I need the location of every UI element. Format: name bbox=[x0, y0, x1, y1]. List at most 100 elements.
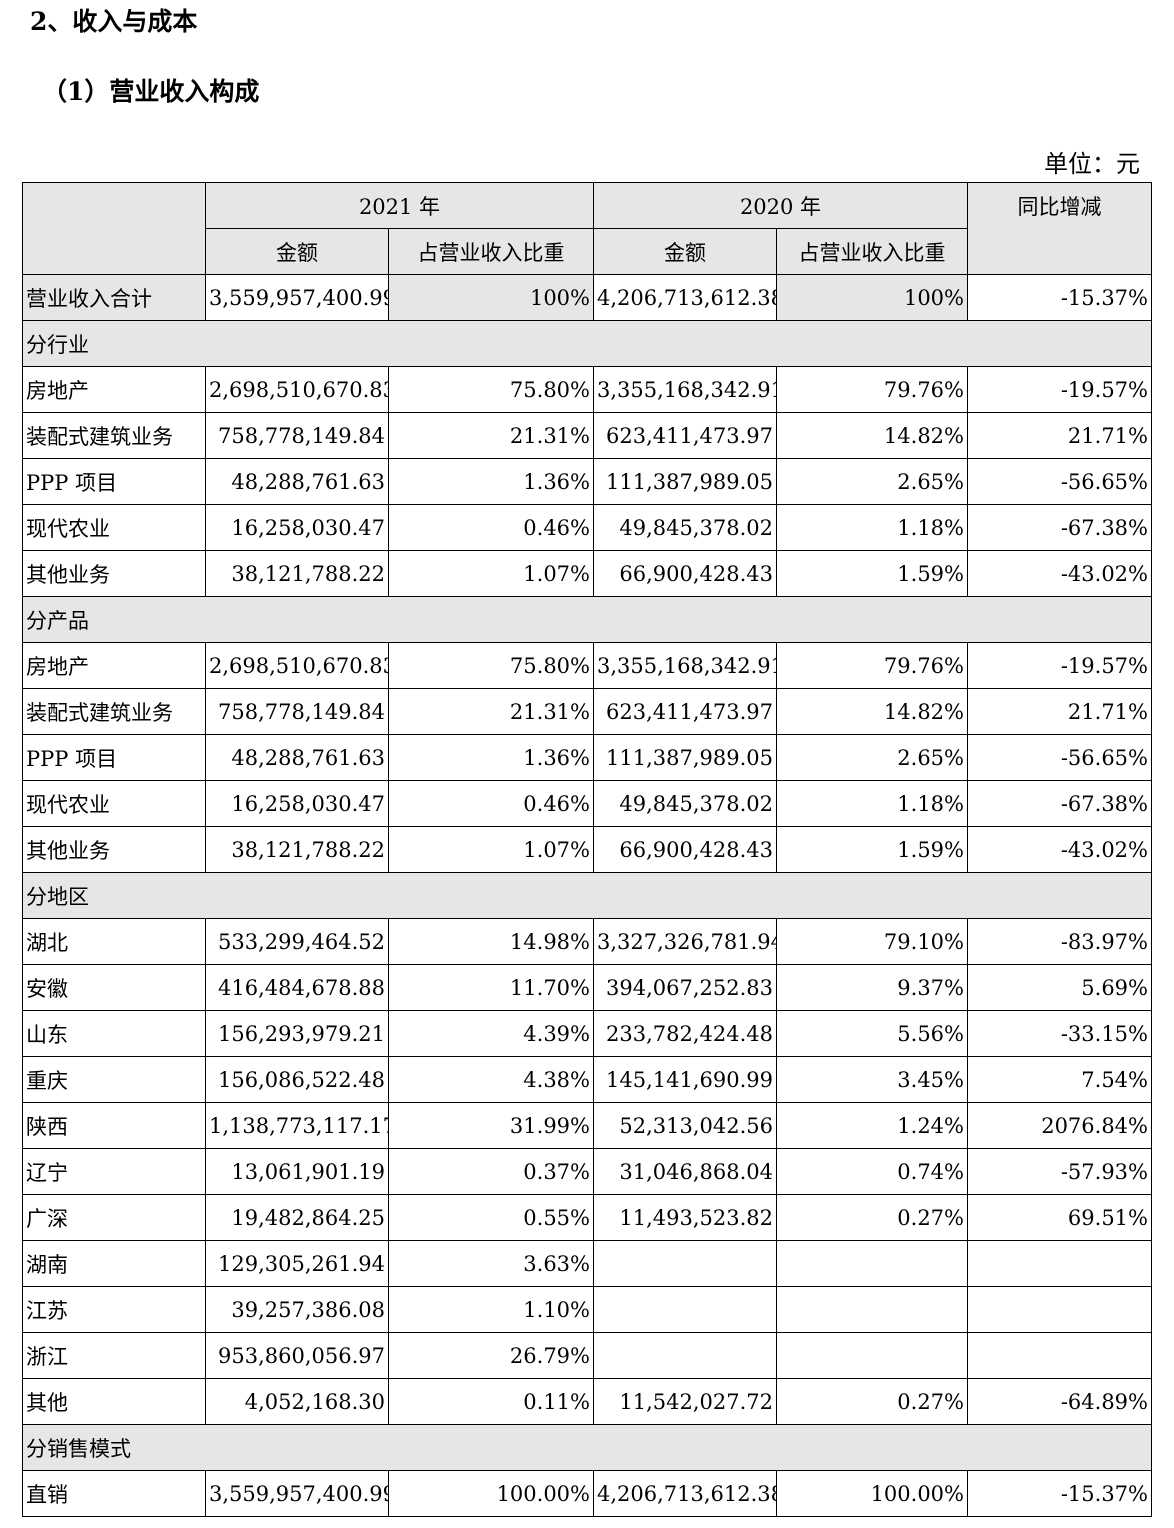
amount-2021-cell: 3,559,957,400.99 bbox=[205, 1470, 389, 1517]
total-yoy: -15.37% bbox=[967, 274, 1152, 321]
yoy-cell: -15.37% bbox=[967, 1470, 1152, 1517]
yoy-cell: 2076.84% bbox=[967, 1102, 1152, 1149]
table-row: 房地产 2,698,510,670.83 75.80% 3,355,168,342.9… bbox=[22, 366, 1152, 413]
header-share-2021: 占营业收入比重 bbox=[388, 228, 594, 275]
table-row: 湖南 129,305,261.94 3.63% bbox=[22, 1240, 1152, 1287]
amount-2020-cell: 4,206,713,612.38 bbox=[593, 1470, 777, 1517]
share-2020-cell: 0.27% bbox=[776, 1194, 968, 1241]
header-year-2020: 2020 年 bbox=[593, 182, 968, 229]
row-label: 装配式建筑业务 bbox=[22, 688, 206, 735]
table-row: PPP 项目 48,288,761.63 1.36% 111,387,989.05 2.… bbox=[22, 458, 1152, 505]
row-label: 重庆 bbox=[22, 1056, 206, 1103]
share-2021-cell: 21.31% bbox=[388, 688, 594, 735]
amount-2020-cell: 233,782,424.48 bbox=[593, 1010, 777, 1057]
amount-2020-cell bbox=[593, 1332, 777, 1379]
share-2020-cell: 1.59% bbox=[776, 826, 968, 873]
amount-2020-cell bbox=[593, 1286, 777, 1333]
share-2021-cell: 11.70% bbox=[388, 964, 594, 1011]
row-label: 装配式建筑业务 bbox=[22, 412, 206, 459]
share-2021-cell: 0.11% bbox=[388, 1378, 594, 1425]
share-2021-cell: 100.00% bbox=[388, 1470, 594, 1517]
yoy-cell: 21.71% bbox=[967, 688, 1152, 735]
share-2020-cell: 79.76% bbox=[776, 642, 968, 689]
section-heading: 2、收入与成本 bbox=[30, 7, 198, 36]
yoy-cell: -43.02% bbox=[967, 826, 1152, 873]
row-label: 其他 bbox=[22, 1378, 206, 1425]
amount-2020-cell: 623,411,473.97 bbox=[593, 412, 777, 459]
share-2020-cell: 9.37% bbox=[776, 964, 968, 1011]
amount-2020-cell: 3,355,168,342.91 bbox=[593, 366, 777, 413]
total-share-2020: 100% bbox=[776, 274, 968, 321]
row-label: PPP 项目 bbox=[22, 734, 206, 781]
section-row: 分地区 bbox=[22, 872, 1152, 919]
share-2020-cell: 2.65% bbox=[776, 734, 968, 781]
share-2021-cell: 31.99% bbox=[388, 1102, 594, 1149]
share-2021-cell: 0.46% bbox=[388, 780, 594, 827]
header-amount-2020: 金额 bbox=[593, 228, 777, 275]
share-2020-cell bbox=[776, 1332, 968, 1379]
amount-2020-cell: 111,387,989.05 bbox=[593, 734, 777, 781]
amount-2021-cell: 416,484,678.88 bbox=[205, 964, 389, 1011]
share-2021-cell: 1.07% bbox=[388, 550, 594, 597]
table-row: 山东 156,293,979.21 4.39% 233,782,424.48 5.56%… bbox=[22, 1010, 1152, 1057]
row-label: 湖南 bbox=[22, 1240, 206, 1287]
amount-2021-cell: 156,086,522.48 bbox=[205, 1056, 389, 1103]
header-year-2021: 2021 年 bbox=[205, 182, 594, 229]
yoy-cell: -56.65% bbox=[967, 458, 1152, 505]
amount-2020-cell: 49,845,378.02 bbox=[593, 504, 777, 551]
row-label: 其他业务 bbox=[22, 826, 206, 873]
share-2021-cell: 1.36% bbox=[388, 734, 594, 781]
share-2021-cell: 4.38% bbox=[388, 1056, 594, 1103]
share-2020-cell: 0.74% bbox=[776, 1148, 968, 1195]
share-2020-cell: 3.45% bbox=[776, 1056, 968, 1103]
amount-2020-cell: 11,493,523.82 bbox=[593, 1194, 777, 1241]
table-row: 其他 4,052,168.30 0.11% 11,542,027.72 0.27% -64… bbox=[22, 1378, 1152, 1425]
header-row-columns: 金额 占营业收入比重 金额 占营业收入比重 bbox=[23, 228, 1152, 275]
amount-2020-cell: 66,900,428.43 bbox=[593, 826, 777, 873]
share-2021-cell: 1.10% bbox=[388, 1286, 594, 1333]
row-label: 其他业务 bbox=[22, 550, 206, 597]
section-title: 分销售模式 bbox=[22, 1424, 1152, 1471]
amount-2021-cell: 953,860,056.97 bbox=[205, 1332, 389, 1379]
row-label: 现代农业 bbox=[22, 780, 206, 827]
table-row: 江苏 39,257,386.08 1.10% bbox=[22, 1286, 1152, 1333]
table-row: 湖北 533,299,464.52 14.98% 3,327,326,781.94 79… bbox=[22, 918, 1152, 965]
amount-2021-cell: 16,258,030.47 bbox=[205, 780, 389, 827]
amount-2021-cell: 38,121,788.22 bbox=[205, 826, 389, 873]
share-2020-cell: 100.00% bbox=[776, 1470, 968, 1517]
share-2021-cell: 0.37% bbox=[388, 1148, 594, 1195]
share-2020-cell: 1.24% bbox=[776, 1102, 968, 1149]
yoy-cell: -64.89% bbox=[967, 1378, 1152, 1425]
yoy-cell: 7.54% bbox=[967, 1056, 1152, 1103]
share-2021-cell: 1.36% bbox=[388, 458, 594, 505]
yoy-cell: 5.69% bbox=[967, 964, 1152, 1011]
amount-2021-cell: 2,698,510,670.83 bbox=[205, 366, 389, 413]
section-row: 分销售模式 bbox=[22, 1424, 1152, 1471]
yoy-cell: -33.15% bbox=[967, 1010, 1152, 1057]
amount-2020-cell: 3,355,168,342.91 bbox=[593, 642, 777, 689]
header-yoy: 同比增减 bbox=[967, 182, 1152, 275]
share-2020-cell: 79.76% bbox=[776, 366, 968, 413]
amount-2020-cell: 394,067,252.83 bbox=[593, 964, 777, 1011]
amount-2020-cell bbox=[593, 1240, 777, 1287]
header-row-years: 2021 年 2020 年 同比增减 bbox=[22, 182, 1152, 275]
amount-2020-cell: 145,141,690.99 bbox=[593, 1056, 777, 1103]
share-2020-cell: 14.82% bbox=[776, 688, 968, 735]
yoy-cell: 69.51% bbox=[967, 1194, 1152, 1241]
share-2021-cell: 21.31% bbox=[388, 412, 594, 459]
amount-2021-cell: 129,305,261.94 bbox=[205, 1240, 389, 1287]
amount-2021-cell: 1,138,773,117.17 bbox=[205, 1102, 389, 1149]
unit-label: 单位：元 bbox=[1044, 150, 1140, 178]
row-label: 安徽 bbox=[22, 964, 206, 1011]
amount-2021-cell: 2,698,510,670.83 bbox=[205, 642, 389, 689]
share-2020-cell bbox=[776, 1240, 968, 1287]
yoy-cell: -56.65% bbox=[967, 734, 1152, 781]
share-2021-cell: 26.79% bbox=[388, 1332, 594, 1379]
table-row: 装配式建筑业务 758,778,149.84 21.31% 623,411,473.9… bbox=[22, 412, 1152, 459]
row-label: 房地产 bbox=[22, 642, 206, 689]
share-2021-cell: 0.55% bbox=[388, 1194, 594, 1241]
yoy-cell bbox=[967, 1286, 1152, 1333]
share-2021-cell: 75.80% bbox=[388, 366, 594, 413]
amount-2020-cell: 11,542,027.72 bbox=[593, 1378, 777, 1425]
amount-2021-cell: 39,257,386.08 bbox=[205, 1286, 389, 1333]
